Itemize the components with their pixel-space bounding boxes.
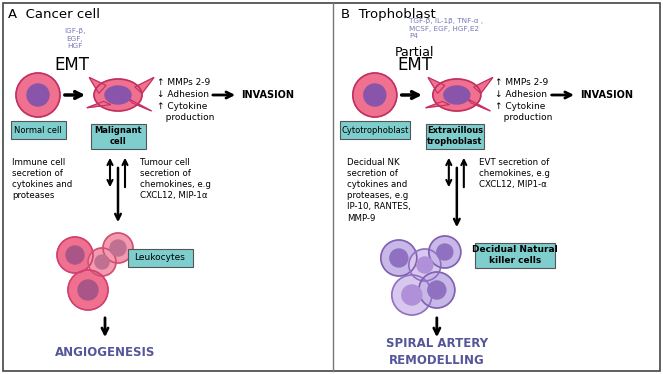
Polygon shape (467, 98, 491, 111)
Text: Cytotrophoblast: Cytotrophoblast (341, 126, 408, 135)
Text: Extravillous
trophoblast: Extravillous trophoblast (427, 126, 483, 146)
Circle shape (402, 285, 422, 305)
Circle shape (78, 280, 98, 300)
Circle shape (417, 257, 433, 273)
Text: IGF-β,
EGF,
HGF: IGF-β, EGF, HGF (64, 28, 86, 49)
Polygon shape (127, 98, 152, 111)
Circle shape (66, 246, 84, 264)
Ellipse shape (105, 86, 131, 104)
Text: ANGIOGENESIS: ANGIOGENESIS (55, 346, 155, 359)
Text: INVASION: INVASION (241, 90, 294, 100)
Polygon shape (428, 77, 445, 94)
Polygon shape (426, 101, 450, 108)
Circle shape (364, 84, 386, 106)
Text: EMT: EMT (54, 56, 90, 74)
Polygon shape (87, 101, 111, 108)
Polygon shape (135, 77, 154, 94)
Text: ↑ MMPs 2-9
↓ Adhesion
↑ Cytokine
   production: ↑ MMPs 2-9 ↓ Adhesion ↑ Cytokine product… (157, 78, 214, 122)
Text: Leukocytes: Leukocytes (135, 254, 186, 263)
Text: INVASION: INVASION (580, 90, 633, 100)
Circle shape (110, 240, 126, 256)
Circle shape (381, 240, 417, 276)
Polygon shape (90, 77, 106, 94)
Text: Normal cell: Normal cell (14, 126, 62, 135)
Text: Malignant
cell: Malignant cell (94, 126, 142, 146)
Circle shape (68, 270, 108, 310)
FancyBboxPatch shape (91, 123, 145, 148)
Ellipse shape (444, 86, 470, 104)
FancyBboxPatch shape (3, 3, 660, 371)
Ellipse shape (433, 79, 481, 111)
Text: TGF-β, IL-1β, TNF-α ,
MCSF, EGF, HGF,E2
P4: TGF-β, IL-1β, TNF-α , MCSF, EGF, HGF,E2 … (409, 18, 483, 39)
FancyBboxPatch shape (127, 249, 192, 267)
Circle shape (429, 236, 461, 268)
Text: Decidual Natural
killer cells: Decidual Natural killer cells (472, 245, 558, 265)
Text: ↑ MMPs 2-9
↓ Adhesion
↑ Cytokine
   production: ↑ MMPs 2-9 ↓ Adhesion ↑ Cytokine product… (495, 78, 552, 122)
Circle shape (95, 255, 109, 269)
FancyBboxPatch shape (475, 242, 555, 267)
Circle shape (390, 249, 408, 267)
FancyBboxPatch shape (426, 123, 484, 148)
Text: Partial: Partial (395, 46, 434, 58)
Text: Tumour cell
secretion of
chemokines, e.g
CXCL12, MIP-1α: Tumour cell secretion of chemokines, e.g… (140, 158, 211, 200)
Text: EVT secretion of
chemokines, e.g
CXCL12, MIP1-α: EVT secretion of chemokines, e.g CXCL12,… (479, 158, 550, 189)
Ellipse shape (94, 79, 142, 111)
Circle shape (16, 73, 60, 117)
Circle shape (353, 73, 397, 117)
Circle shape (103, 233, 133, 263)
FancyBboxPatch shape (11, 121, 66, 139)
Text: SPIRAL ARTERY
REMODELLING: SPIRAL ARTERY REMODELLING (386, 337, 488, 367)
Text: Immune cell
secretion of
cytokines and
proteases: Immune cell secretion of cytokines and p… (12, 158, 72, 200)
Circle shape (27, 84, 49, 106)
Polygon shape (473, 77, 493, 94)
FancyBboxPatch shape (340, 121, 410, 139)
Text: B  Trophoblast: B Trophoblast (341, 8, 436, 21)
Text: Decidual NK
secretion of
cytokines and
proteases, e.g
IP-10, RANTES,
MMP-9: Decidual NK secretion of cytokines and p… (347, 158, 410, 223)
Circle shape (419, 272, 455, 308)
Circle shape (57, 237, 93, 273)
Text: A  Cancer cell: A Cancer cell (8, 8, 100, 21)
Circle shape (392, 275, 432, 315)
Circle shape (409, 249, 441, 281)
Circle shape (437, 244, 453, 260)
Text: EMT: EMT (397, 56, 432, 74)
Circle shape (428, 281, 446, 299)
Circle shape (88, 248, 116, 276)
